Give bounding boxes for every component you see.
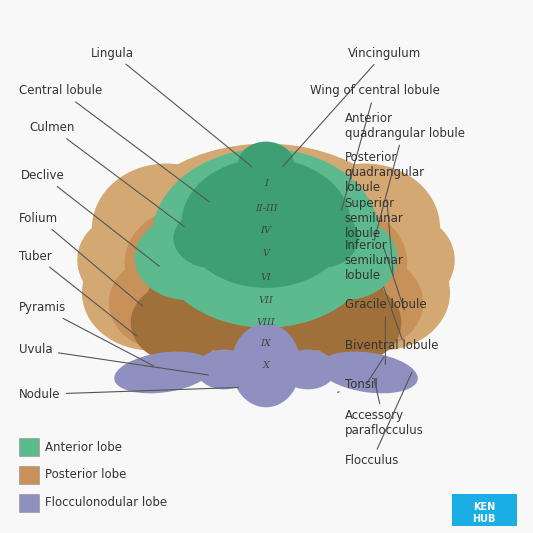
- FancyBboxPatch shape: [19, 466, 39, 484]
- Ellipse shape: [294, 216, 397, 300]
- Text: VI: VI: [261, 273, 271, 282]
- Text: Inferior
semilunar
lobule: Inferior semilunar lobule: [345, 239, 403, 340]
- Ellipse shape: [284, 208, 407, 318]
- Text: Nodule: Nodule: [19, 387, 238, 401]
- Ellipse shape: [196, 350, 252, 389]
- Ellipse shape: [283, 208, 359, 268]
- Text: I: I: [264, 179, 268, 188]
- FancyBboxPatch shape: [19, 438, 39, 456]
- Ellipse shape: [125, 208, 248, 318]
- Text: Gracile lobule: Gracile lobule: [345, 298, 426, 365]
- Ellipse shape: [319, 352, 418, 393]
- Text: X: X: [263, 361, 270, 370]
- Ellipse shape: [147, 255, 256, 351]
- Ellipse shape: [77, 213, 196, 313]
- Text: Accessory
paraflocculus: Accessory paraflocculus: [345, 378, 423, 437]
- FancyBboxPatch shape: [19, 494, 39, 512]
- Ellipse shape: [291, 164, 440, 293]
- Text: Posterior
quadrangular
lobule: Posterior quadrangular lobule: [345, 151, 425, 275]
- Text: Posterior lobe: Posterior lobe: [45, 469, 126, 481]
- Text: Central lobule: Central lobule: [19, 84, 209, 201]
- Text: Anterior
quadrangular lobule: Anterior quadrangular lobule: [345, 112, 465, 240]
- Ellipse shape: [82, 235, 221, 351]
- Text: Folium: Folium: [19, 212, 142, 306]
- Text: KEN: KEN: [473, 502, 495, 512]
- Ellipse shape: [161, 216, 370, 360]
- Text: Vincingulum: Vincingulum: [283, 46, 421, 166]
- Text: IV: IV: [261, 225, 271, 235]
- Text: Culmen: Culmen: [29, 121, 184, 227]
- Text: VII: VII: [259, 296, 273, 305]
- Ellipse shape: [136, 173, 395, 362]
- Text: Flocculus: Flocculus: [345, 372, 412, 467]
- Text: Tuber: Tuber: [19, 249, 136, 336]
- Ellipse shape: [276, 255, 385, 351]
- Ellipse shape: [231, 324, 301, 407]
- FancyBboxPatch shape: [452, 494, 516, 526]
- Text: Anterior lobe: Anterior lobe: [45, 441, 122, 454]
- Ellipse shape: [306, 283, 401, 362]
- Text: VIII: VIII: [257, 318, 276, 327]
- Text: HUB: HUB: [472, 514, 496, 524]
- Ellipse shape: [311, 235, 450, 351]
- Text: IX: IX: [261, 339, 271, 348]
- Ellipse shape: [173, 208, 249, 268]
- Text: Declive: Declive: [21, 169, 159, 266]
- Text: Biventral lobule: Biventral lobule: [345, 339, 438, 383]
- Ellipse shape: [92, 164, 241, 293]
- Ellipse shape: [262, 161, 298, 191]
- Ellipse shape: [336, 213, 455, 313]
- Ellipse shape: [112, 144, 420, 373]
- Text: Pyramis: Pyramis: [19, 301, 154, 366]
- Text: Wing of central lobule: Wing of central lobule: [310, 84, 440, 211]
- Ellipse shape: [114, 352, 213, 393]
- Text: Superior
semilunar
lobule: Superior semilunar lobule: [345, 197, 405, 310]
- Ellipse shape: [308, 255, 423, 351]
- Ellipse shape: [135, 216, 238, 300]
- Text: Tonsil: Tonsil: [337, 378, 377, 392]
- Ellipse shape: [234, 161, 270, 191]
- Text: II-III: II-III: [255, 204, 277, 213]
- Ellipse shape: [181, 158, 351, 288]
- Text: Lingula: Lingula: [91, 46, 252, 167]
- Text: Uvula: Uvula: [19, 343, 208, 375]
- Ellipse shape: [280, 350, 336, 389]
- Ellipse shape: [131, 283, 226, 362]
- Text: Flocculonodular lobe: Flocculonodular lobe: [45, 496, 167, 509]
- Ellipse shape: [238, 142, 294, 185]
- Ellipse shape: [109, 255, 224, 351]
- Ellipse shape: [151, 149, 381, 328]
- Text: V: V: [263, 248, 270, 257]
